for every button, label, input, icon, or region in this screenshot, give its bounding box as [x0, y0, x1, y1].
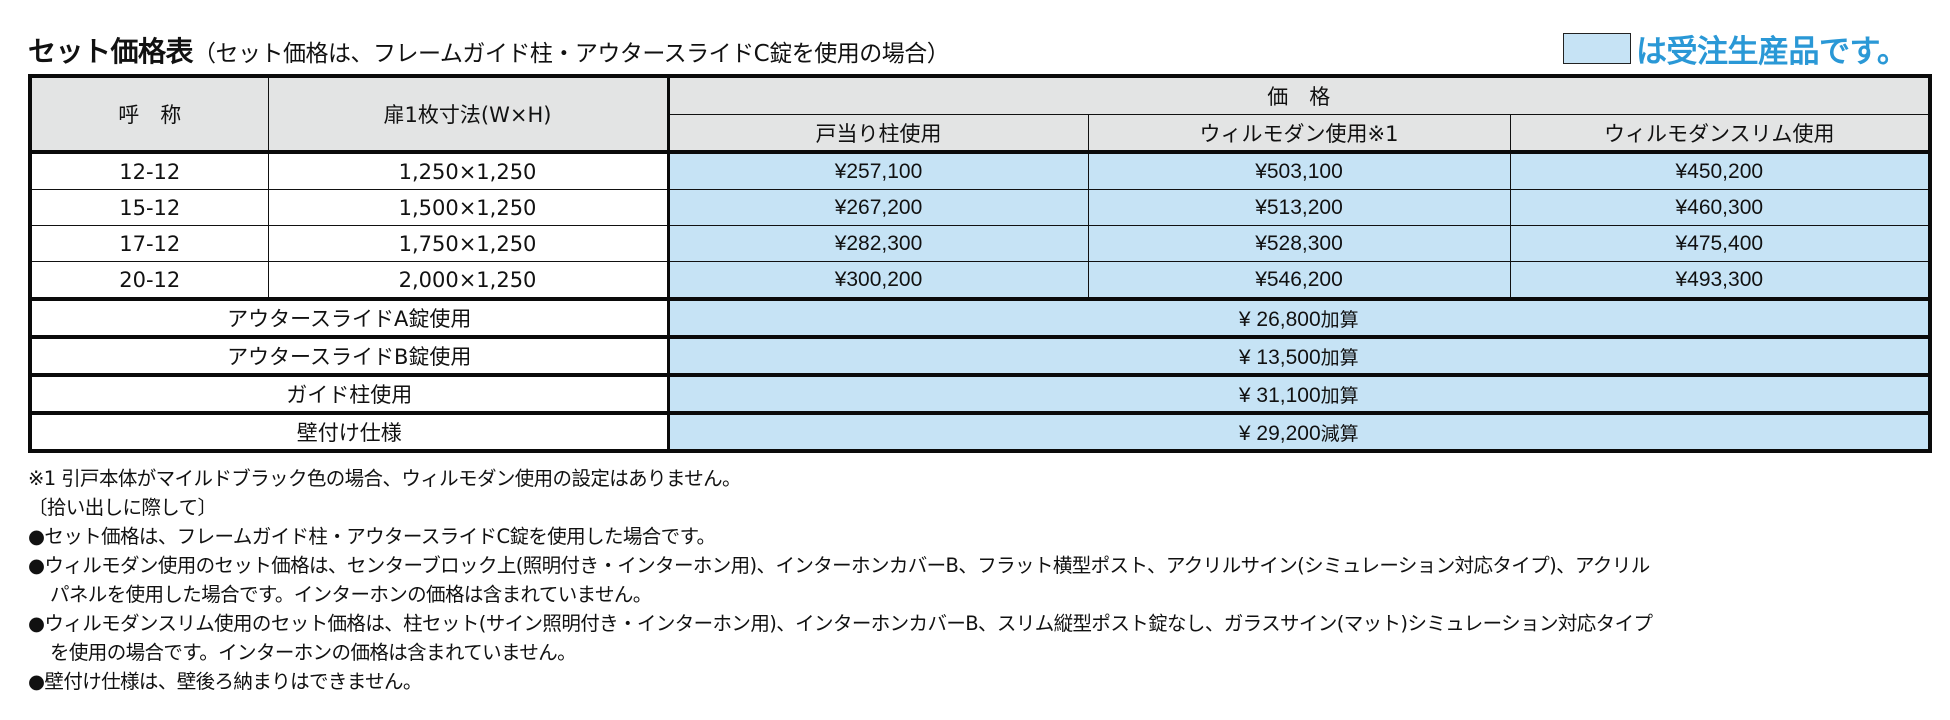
option-label: アウタースライドA錠使用	[29, 297, 670, 338]
header-price-col-3: ウィルモダンスリム使用	[1509, 114, 1931, 154]
price-cell: ¥503,100	[1087, 151, 1511, 190]
row-name: 12-12	[29, 151, 269, 190]
option-value: ¥ 29,200減算	[667, 411, 1931, 452]
header-price-col-1: 戸当り柱使用	[667, 114, 1089, 154]
table-row: 20-12 2,000×1,250 ¥300,200 ¥546,200 ¥493…	[29, 261, 1931, 300]
price-cell: ¥475,400	[1509, 225, 1931, 262]
option-label: アウタースライドB錠使用	[29, 335, 670, 376]
title-main: セット価格表	[28, 35, 194, 68]
price-cell: ¥460,300	[1509, 189, 1931, 226]
option-row: ガイド柱使用 ¥ 31,100加算	[29, 373, 1931, 414]
option-amount: ¥ 13,500	[1238, 345, 1321, 369]
price-cell: ¥528,300	[1087, 225, 1511, 262]
table-row: 12-12 1,250×1,250 ¥257,100 ¥503,100 ¥450…	[29, 151, 1931, 190]
legend-text: は受注生産品です。	[1636, 33, 1908, 70]
note-item-continued: パネルを使用した場合です。インターホンの価格は含まれていません。	[50, 583, 652, 606]
legend: は受注生産品です。	[1563, 31, 1908, 70]
notes: ※1 引戸本体がマイルドブラック色の場合、ウィルモダン使用の設定はありません。 …	[28, 464, 1653, 696]
option-amount: ¥ 29,200	[1238, 421, 1321, 445]
price-cell: ¥300,200	[667, 261, 1089, 300]
price-cell: ¥513,200	[1087, 189, 1511, 226]
notes-heading: 〔拾い出しに際して〕	[28, 496, 217, 519]
note-item-continued: を使用の場合です。インターホンの価格は含まれていません。	[50, 641, 577, 664]
price-cell: ¥257,100	[667, 151, 1089, 190]
footnote: ※1 引戸本体がマイルドブラック色の場合、ウィルモダン使用の設定はありません。	[28, 467, 742, 490]
header-price-group: 価 格	[667, 75, 1931, 115]
price-cell: ¥450,200	[1509, 151, 1931, 190]
price-cell: ¥282,300	[667, 225, 1089, 262]
option-row: アウタースライドB錠使用 ¥ 13,500加算	[29, 335, 1931, 376]
row-name: 15-12	[29, 189, 269, 226]
header-size: 扉1枚寸法(W×H)	[267, 75, 670, 154]
option-suffix: 加算	[1320, 346, 1359, 369]
price-cell: ¥546,200	[1087, 261, 1511, 300]
legend-swatch	[1563, 32, 1631, 64]
note-item: ●壁付け仕様は、壁後ろ納まりはできません。	[28, 670, 422, 693]
option-suffix: 減算	[1320, 422, 1359, 445]
table-row: 15-12 1,500×1,250 ¥267,200 ¥513,200 ¥460…	[29, 189, 1931, 226]
note-item: ●ウィルモダンスリム使用のセット価格は、柱セット(サイン照明付き・インターホン用…	[28, 612, 1653, 635]
header-price-col-2: ウィルモダン使用※1	[1087, 114, 1511, 154]
row-name: 20-12	[29, 261, 269, 300]
option-amount: ¥ 26,800	[1238, 307, 1321, 331]
option-label: 壁付け仕様	[29, 411, 670, 452]
title-subtitle: （セット価格は、フレームガイド柱・アウタースライドC錠を使用の場合）	[193, 41, 950, 67]
table-row: 17-12 1,750×1,250 ¥282,300 ¥528,300 ¥475…	[29, 225, 1931, 262]
header-name: 呼 称	[29, 75, 269, 154]
row-size: 2,000×1,250	[267, 261, 670, 300]
option-suffix: 加算	[1320, 308, 1359, 331]
row-name: 17-12	[29, 225, 269, 262]
option-row: アウタースライドA錠使用 ¥ 26,800加算	[29, 297, 1931, 338]
option-suffix: 加算	[1320, 384, 1359, 407]
option-amount: ¥ 31,100	[1238, 383, 1321, 407]
price-cell: ¥267,200	[667, 189, 1089, 226]
option-value: ¥ 13,500加算	[667, 335, 1931, 376]
price-cell: ¥493,300	[1509, 261, 1931, 300]
option-row: 壁付け仕様 ¥ 29,200減算	[29, 411, 1931, 452]
price-table: 呼 称 扉1枚寸法(W×H) 価 格 戸当り柱使用 ウィルモダン使用※1 ウィル…	[28, 74, 1933, 453]
option-value: ¥ 31,100加算	[667, 373, 1931, 414]
option-label: ガイド柱使用	[29, 373, 670, 414]
page-title: セット価格表（セット価格は、フレームガイド柱・アウタースライドC錠を使用の場合）	[28, 30, 950, 70]
note-item: ●セット価格は、フレームガイド柱・アウタースライドC錠を使用した場合です。	[28, 525, 716, 548]
row-size: 1,250×1,250	[267, 151, 670, 190]
row-size: 1,500×1,250	[267, 189, 670, 226]
row-size: 1,750×1,250	[267, 225, 670, 262]
option-value: ¥ 26,800加算	[667, 297, 1931, 338]
note-item: ●ウィルモダン使用のセット価格は、センターブロック上(照明付き・インターホン用)…	[28, 554, 1650, 577]
